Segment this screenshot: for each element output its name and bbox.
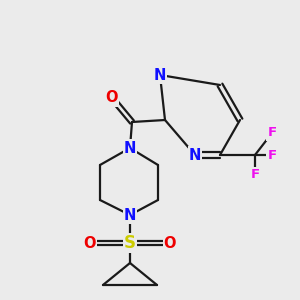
Text: N: N	[189, 148, 201, 163]
Text: O: O	[84, 236, 96, 250]
Text: N: N	[124, 140, 136, 155]
Text: F: F	[250, 169, 260, 182]
Text: F: F	[267, 127, 277, 140]
Text: S: S	[124, 234, 136, 252]
Text: O: O	[106, 91, 118, 106]
Text: F: F	[267, 148, 277, 161]
Text: N: N	[124, 208, 136, 223]
Text: O: O	[164, 236, 176, 250]
Text: N: N	[154, 68, 166, 82]
